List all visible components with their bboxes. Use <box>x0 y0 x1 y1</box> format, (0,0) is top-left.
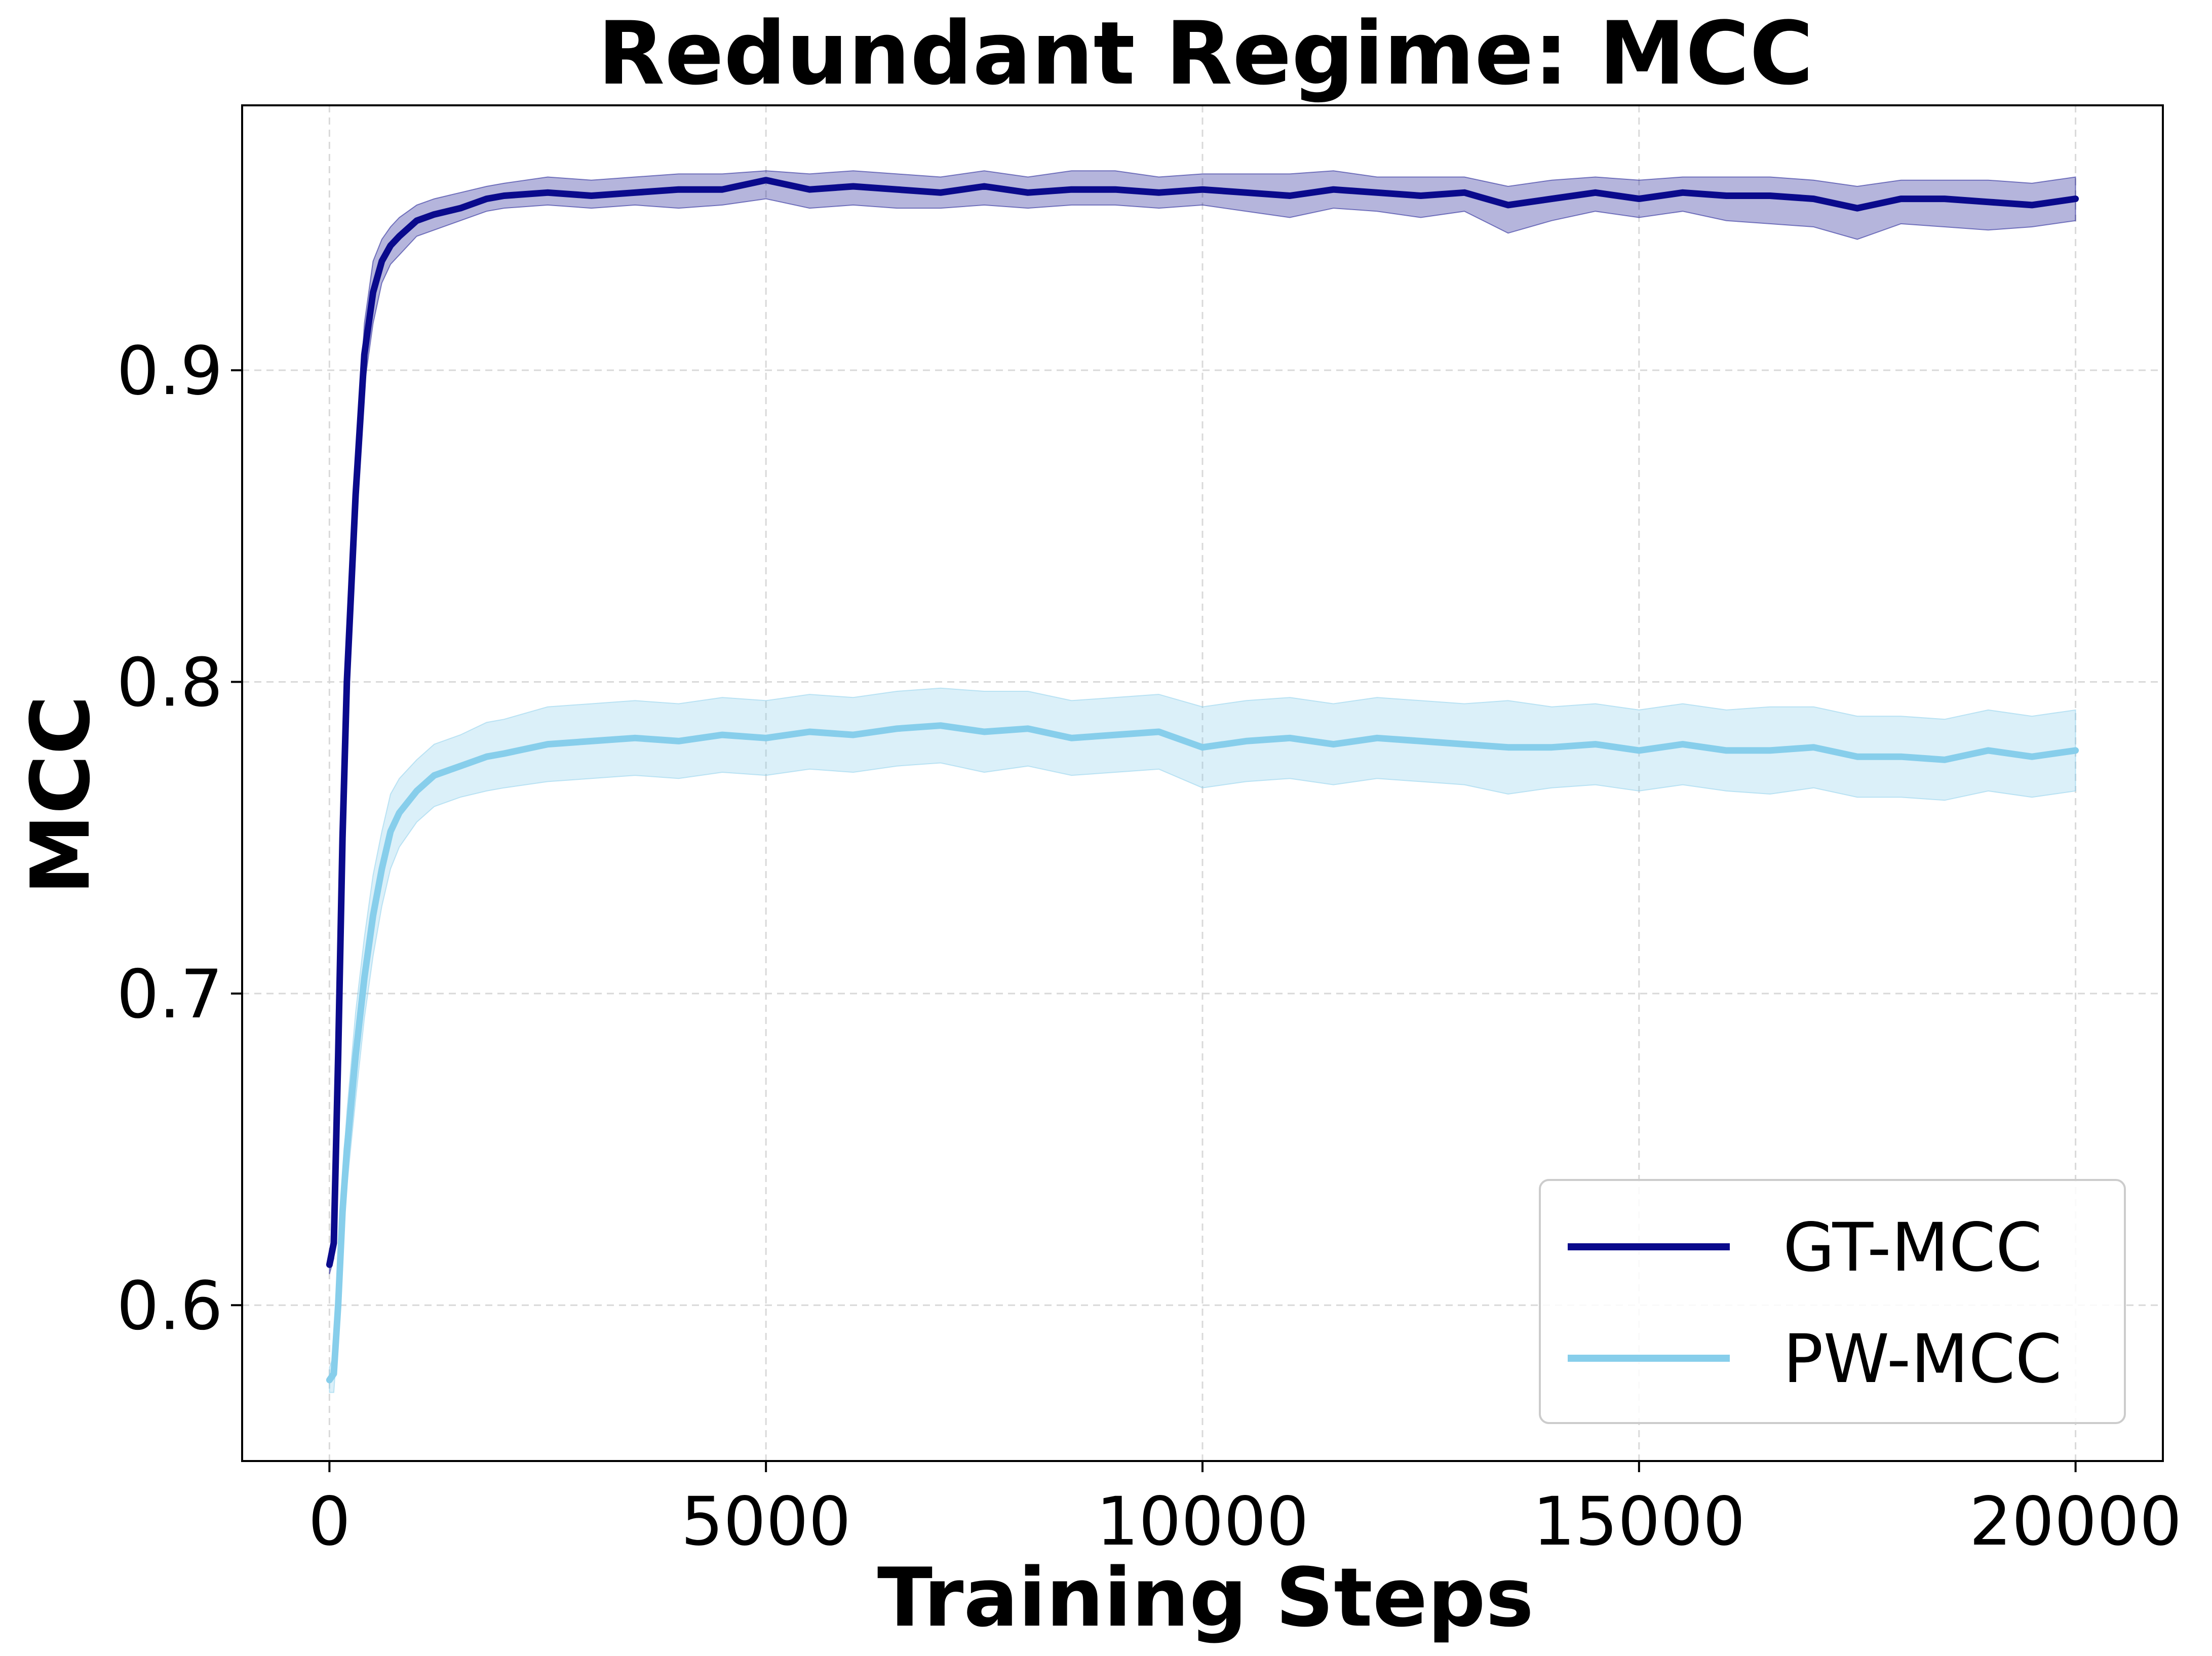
x-axis: 0 5000 10000 15000 20000 <box>308 1461 2182 1561</box>
y-tick-label-0: 0.6 <box>117 1267 223 1345</box>
grid <box>242 105 2163 1461</box>
legend-label-1: PW-MCC <box>1783 1320 2062 1398</box>
y-axis: 0.6 0.7 0.8 0.9 <box>117 332 242 1345</box>
y-tick-label-3: 0.9 <box>117 332 223 410</box>
x-tick-label-1: 5000 <box>681 1483 851 1561</box>
x-axis-label: Training Steps <box>877 1550 1534 1645</box>
legend-label-0: GT-MCC <box>1783 1209 2042 1287</box>
chart-title: Redundant Regime: MCC <box>598 3 1813 104</box>
legend: GT-MCC PW-MCC <box>1539 1179 2126 1424</box>
series-lines <box>326 177 2079 1384</box>
x-tick-label-2: 10000 <box>1096 1483 1309 1561</box>
series-line-0 <box>326 177 2079 1268</box>
series-band-0 <box>329 170 2076 1275</box>
y-tick-label-1: 0.7 <box>117 956 223 1034</box>
x-tick-label-0: 0 <box>308 1483 351 1561</box>
x-tick-label-4: 20000 <box>1969 1483 2182 1561</box>
y-axis-label: MCC <box>13 695 108 895</box>
legend-box <box>1539 1179 2126 1424</box>
y-tick-label-2: 0.8 <box>117 644 223 722</box>
series-line-1 <box>326 722 2079 1384</box>
x-tick-label-3: 15000 <box>1533 1483 1745 1561</box>
